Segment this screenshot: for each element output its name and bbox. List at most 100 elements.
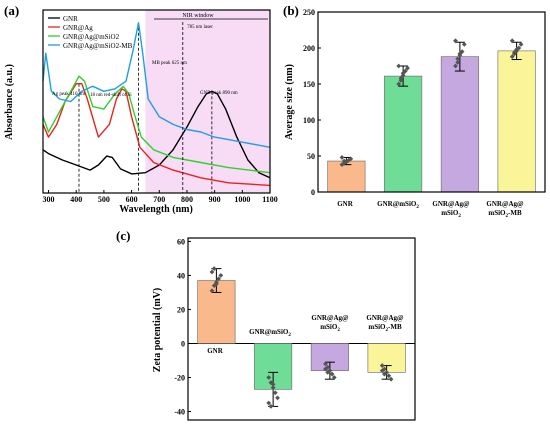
a-xtick-label: 600 xyxy=(126,195,138,204)
b-data-point xyxy=(405,65,410,71)
b-data-point xyxy=(512,49,517,55)
c-data-point xyxy=(266,400,272,406)
b-data-point xyxy=(400,70,406,76)
c-data-point xyxy=(266,375,272,380)
panel-a-label: (a) xyxy=(4,3,19,18)
b-ytick-label: 100 xyxy=(303,116,315,125)
c-data-point xyxy=(323,366,328,372)
b-bar xyxy=(384,75,423,193)
series-line-gnr-ag-msio2 xyxy=(42,75,271,174)
c-data-point xyxy=(211,266,217,272)
b-data-point xyxy=(509,38,515,44)
panel-a-frame xyxy=(42,9,271,194)
b-data-point xyxy=(339,155,345,160)
c-data-point xyxy=(379,363,385,368)
c-data-point xyxy=(209,269,215,275)
a-xtick-label: 1100 xyxy=(262,195,278,204)
b-ytick-label: 150 xyxy=(303,80,315,89)
panel-b: (b) 0 50 100 150 200 250 Average size (nm) GN… xyxy=(283,3,546,219)
c-data-point xyxy=(325,369,331,375)
c-data-point xyxy=(209,288,215,294)
a-xtick-label: 500 xyxy=(98,195,110,204)
c-ytick-label: 60 xyxy=(177,237,185,246)
b-data-point xyxy=(453,38,458,44)
a-xtick-label: 700 xyxy=(153,195,165,204)
c-data-point xyxy=(270,381,276,387)
panel-c-category-labels: GNR GNR@mSiO2 GNR@Ag@ mSiO2 GNR@Ag@ mSiO2-… xyxy=(207,314,404,355)
c-data-point xyxy=(216,276,221,282)
c-ytick-label: 0 xyxy=(181,339,185,348)
b-bar xyxy=(497,50,536,193)
b-category-gnr-ag-msio2-mb: GNR@Ag@ mSiO2-MB xyxy=(486,200,524,219)
b-data-point xyxy=(402,68,408,74)
c-data-point xyxy=(211,283,217,289)
legend-gnr-ag-msio2-mb: GNR@Ag@mSiO2-MB xyxy=(63,42,133,50)
panel-a-xlabel: Wavelength (nm) xyxy=(119,204,193,215)
panel-c-ylabel: Zeta potential (mV) xyxy=(152,288,163,372)
red-shift-annotation: 18 nm red-shift of Si xyxy=(90,93,132,98)
panel-c-label: (c) xyxy=(116,228,130,243)
b-data-point xyxy=(396,81,402,87)
c-data-point xyxy=(386,373,392,379)
b-data-point xyxy=(457,51,463,57)
b-data-point xyxy=(514,47,520,52)
c-data-point xyxy=(388,376,394,382)
panel-c-frame xyxy=(187,237,416,421)
panel-a: (a) 300 400 500 600 700 800 900 1000 1100 NIR wi… xyxy=(4,3,278,215)
b-data-point xyxy=(343,159,349,165)
b-data-point xyxy=(461,42,467,47)
gnr-peak-annotation: GNR peak 890 nm xyxy=(200,91,238,96)
a-xtick-label: 400 xyxy=(70,195,82,204)
legend-gnr-ag: GNR@Ag xyxy=(63,24,93,32)
b-data-point xyxy=(455,56,461,62)
c-category-gnr-msio2: GNR@mSiO2 xyxy=(249,328,291,338)
b-ytick-label: 0 xyxy=(311,188,315,197)
c-category-gnr-ag-msio2: GNR@Ag@ mSiO2 xyxy=(311,314,349,333)
c-data-point xyxy=(268,403,274,409)
panel-b-category-labels: GNR GNR@mSiO2 GNR@Ag@ mSiO2 GNR@Ag@ mSiO2-… xyxy=(337,200,524,219)
nir-window-label: NIR window xyxy=(182,13,214,19)
a-xtick-label: 900 xyxy=(209,195,221,204)
ag-peak-annotation: Ag peak 410 nm xyxy=(52,92,85,97)
b-data-point xyxy=(396,63,402,69)
panel-a-legend: GNR GNR@Ag GNR@Ag@mSiO2 GNR@Ag@mSiO2-MB xyxy=(48,15,133,50)
mb-peak-annotation: MB peak 625 nm xyxy=(152,61,187,66)
b-category-gnr: GNR xyxy=(337,200,354,208)
b-data-point xyxy=(518,42,524,47)
b-ytick-label: 200 xyxy=(303,44,315,53)
b-data-point xyxy=(348,156,354,162)
b-data-point xyxy=(509,54,515,60)
b-data-point xyxy=(341,158,347,164)
c-data-point xyxy=(331,375,337,380)
c-category-gnr: GNR xyxy=(207,347,224,355)
panel-b-ylabel: Average size (nm) xyxy=(284,64,295,140)
b-ytick-label: 50 xyxy=(307,152,315,161)
c-data-point xyxy=(275,395,280,401)
c-data-point xyxy=(213,281,219,287)
a-xtick-label: 800 xyxy=(181,195,193,204)
panel-b-frame xyxy=(317,11,546,193)
legend-gnr-ag-msio2: GNR@Ag@mSiO2 xyxy=(63,33,120,41)
c-ytick-label: 40 xyxy=(177,271,185,280)
nir-window-band xyxy=(145,10,270,193)
b-category-gnr-ag-msio2: GNR@Ag@ mSiO2 xyxy=(432,200,470,219)
b-category-gnr-msio2: GNR@mSiO2 xyxy=(377,200,419,210)
panel-b-bars xyxy=(327,38,536,193)
legend-gnr: GNR xyxy=(63,15,78,23)
c-ytick-label: -40 xyxy=(174,407,185,416)
panel-a-series xyxy=(42,22,271,187)
panel-c: (c) -40 -20 0 20 40 60 Zeta potential (mV) GN… xyxy=(116,228,416,421)
c-data-point xyxy=(272,390,278,396)
c-category-gnr-ag-msio2-mb: GNR@Ag@ mSiO2-MB xyxy=(366,314,404,333)
a-xtick-label: 1000 xyxy=(234,195,250,204)
series-line-gnr-ag-msio2-mb xyxy=(42,22,271,148)
panel-c-bars xyxy=(188,266,415,409)
c-ytick-label: -20 xyxy=(174,373,185,382)
c-data-point xyxy=(323,361,328,367)
b-data-point xyxy=(455,60,461,65)
b-bar xyxy=(440,56,479,193)
c-data-point xyxy=(384,369,390,375)
panel-a-ticks: 300 400 500 600 700 800 900 1000 1100 xyxy=(43,22,278,204)
b-data-point xyxy=(398,75,404,81)
